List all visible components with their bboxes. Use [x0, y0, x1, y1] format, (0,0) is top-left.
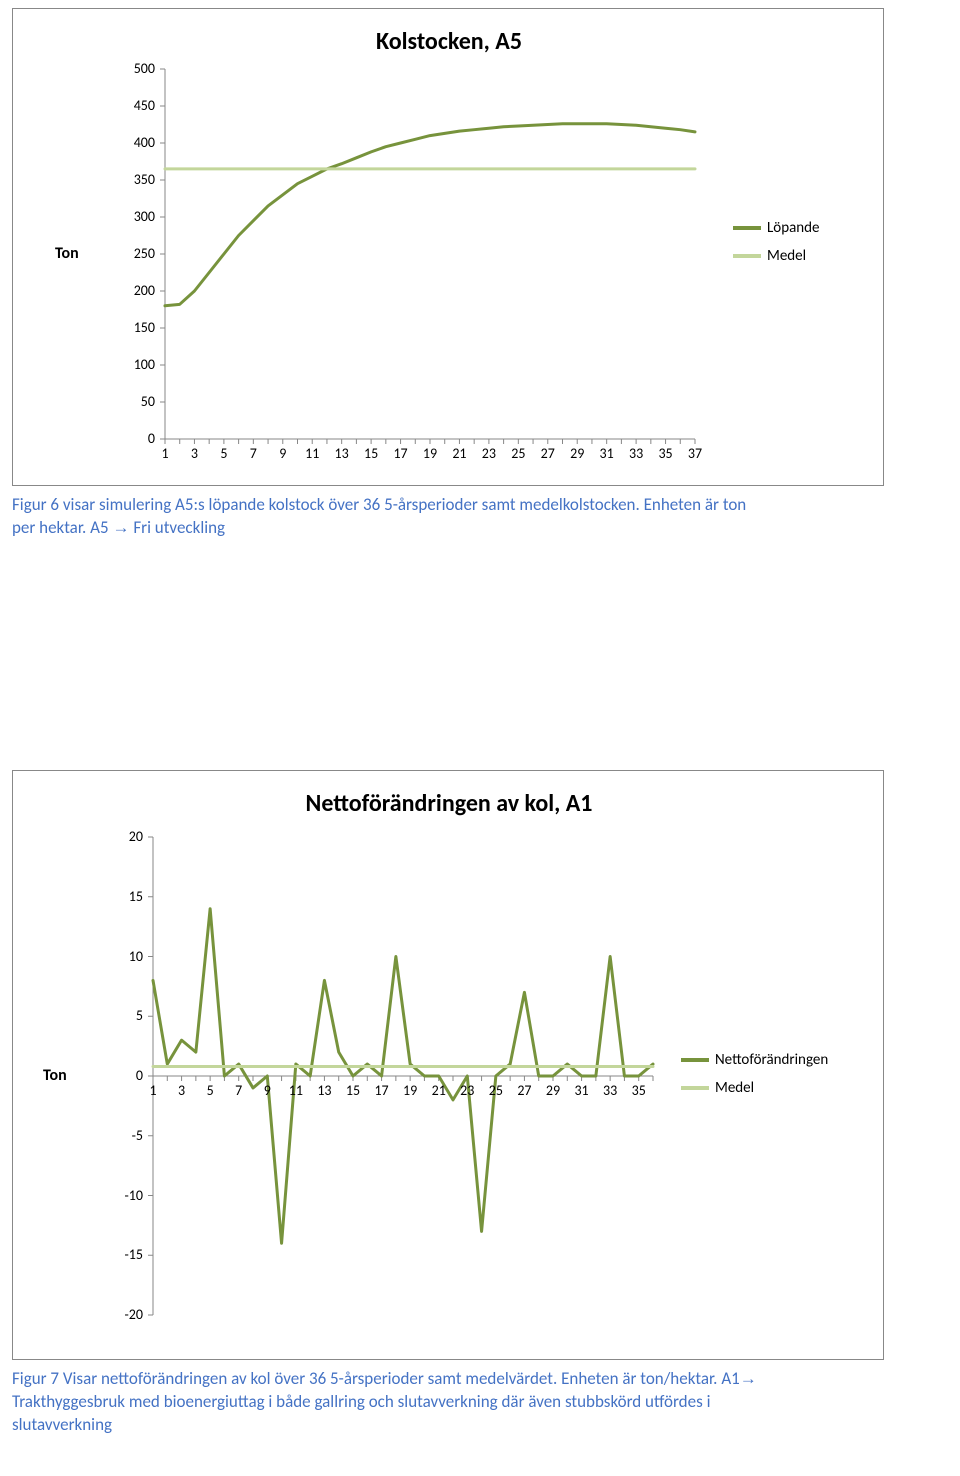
xtick-label: 15 [357, 445, 385, 462]
ytick-label: 20 [98, 828, 143, 845]
ytick-label: 350 [110, 171, 155, 188]
xtick-label: 17 [387, 445, 415, 462]
legend-item: Medel [681, 1079, 828, 1097]
xtick-label: 13 [310, 1082, 338, 1099]
xtick-label: 5 [210, 445, 238, 462]
ytick-label: 450 [110, 97, 155, 114]
ytick-label: 50 [110, 393, 155, 410]
legend-item: Nettoförändringen [681, 1051, 828, 1069]
chart-nettoforandringen-a1: Nettoförändringen av kol, A1 Ton Nettofö… [12, 770, 884, 1360]
chart-kolstocken-a5: Kolstocken, A5 Ton LöpandeMedel 05010015… [12, 8, 884, 486]
legend-item: Medel [733, 247, 820, 265]
xtick-label: 33 [622, 445, 650, 462]
xtick-label: 29 [539, 1082, 567, 1099]
xtick-label: 35 [652, 445, 680, 462]
ytick-label: 5 [98, 1007, 143, 1024]
xtick-label: 25 [482, 1082, 510, 1099]
xtick-label: 9 [253, 1082, 281, 1099]
ytick-label: 200 [110, 282, 155, 299]
legend-label: Nettoförändringen [715, 1051, 828, 1069]
xtick-label: 13 [328, 445, 356, 462]
legend-swatch [733, 254, 761, 258]
ytick-label: 400 [110, 134, 155, 151]
xtick-label: 1 [151, 445, 179, 462]
xtick-label: 23 [453, 1082, 481, 1099]
chart1-legend: Löpande Medel [733, 219, 820, 275]
xtick-label: 17 [368, 1082, 396, 1099]
xtick-label: 33 [596, 1082, 624, 1099]
legend-item: Löpande [733, 219, 820, 237]
xtick-label: 3 [168, 1082, 196, 1099]
xtick-label: 5 [196, 1082, 224, 1099]
ytick-label: 500 [110, 60, 155, 77]
legend-swatch [733, 226, 761, 230]
ytick-label: 100 [110, 356, 155, 373]
ytick-label: 300 [110, 208, 155, 225]
xtick-label: 3 [180, 445, 208, 462]
xtick-label: 21 [445, 445, 473, 462]
ytick-label: -15 [98, 1246, 143, 1263]
xtick-label: 31 [593, 445, 621, 462]
xtick-label: 11 [282, 1082, 310, 1099]
xtick-label: 7 [225, 1082, 253, 1099]
ytick-label: 0 [110, 430, 155, 447]
ytick-label: -5 [98, 1127, 143, 1144]
legend-label: Medel [715, 1079, 754, 1097]
xtick-label: 25 [504, 445, 532, 462]
legend-label: Medel [767, 247, 806, 265]
xtick-label: 11 [298, 445, 326, 462]
xtick-label: 23 [475, 445, 503, 462]
xtick-label: 37 [681, 445, 709, 462]
ytick-label: 15 [98, 888, 143, 905]
legend-swatch [681, 1086, 709, 1090]
chart2-legend: Nettoförändringen Medel [681, 1051, 828, 1107]
ytick-label: 150 [110, 319, 155, 336]
xtick-label: 9 [269, 445, 297, 462]
xtick-label: 27 [510, 1082, 538, 1099]
xtick-label: 7 [239, 445, 267, 462]
xtick-label: 19 [416, 445, 444, 462]
ytick-label: -20 [98, 1306, 143, 1323]
xtick-label: 35 [625, 1082, 653, 1099]
ytick-label: 0 [98, 1067, 143, 1084]
figure6-caption: Figur 6 visar simulering A5:s löpande ko… [12, 494, 882, 540]
xtick-label: 1 [139, 1082, 167, 1099]
ytick-label: 250 [110, 245, 155, 262]
xtick-label: 19 [396, 1082, 424, 1099]
xtick-label: 31 [568, 1082, 596, 1099]
xtick-label: 15 [339, 1082, 367, 1099]
legend-label: Löpande [767, 219, 820, 237]
ytick-label: -10 [98, 1187, 143, 1204]
xtick-label: 27 [534, 445, 562, 462]
xtick-label: 21 [425, 1082, 453, 1099]
ytick-label: 10 [98, 948, 143, 965]
xtick-label: 29 [563, 445, 591, 462]
figure7-caption: Figur 7 Visar nettoförändringen av kol ö… [12, 1368, 892, 1437]
legend-swatch [681, 1058, 709, 1062]
